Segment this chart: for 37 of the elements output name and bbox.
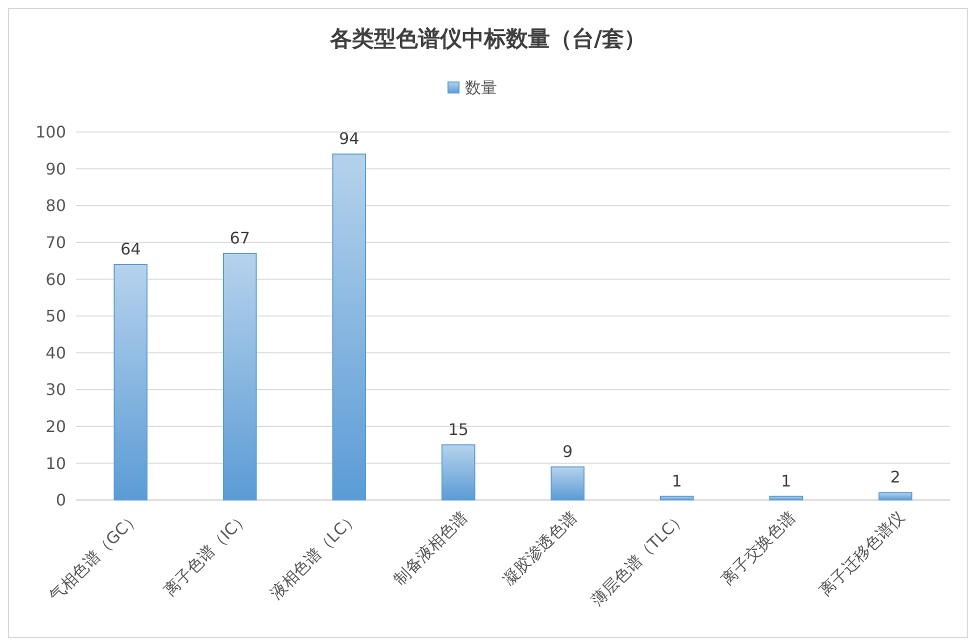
bar: [550, 466, 585, 500]
bar: [114, 264, 148, 500]
data-label: 2: [890, 468, 900, 487]
y-tick-label: 20: [46, 417, 66, 436]
y-tick-label: 80: [46, 196, 66, 216]
y-tick-label: 50: [46, 306, 66, 326]
data-label: 15: [448, 420, 469, 439]
x-tick-label: 离子迁移色谱仪: [816, 507, 908, 600]
x-tick-label: 液相色谱（LC）: [266, 507, 362, 603]
legend-label: 数量: [465, 78, 497, 97]
x-tick-label: 凝胶渗透色谱: [499, 507, 580, 589]
data-label: 64: [120, 239, 141, 258]
y-tick-label: 30: [46, 380, 66, 400]
x-tick-label: 薄层色谱（TLC）: [587, 507, 690, 610]
data-label: 9: [562, 442, 573, 461]
x-tick-label: 离子色谱（IC）: [160, 507, 253, 600]
bar: [222, 252, 257, 500]
chart-title: 各类型色谱仪中标数量（台/套）: [328, 26, 646, 52]
y-tick-label: 60: [46, 270, 66, 289]
data-label: 67: [230, 228, 250, 248]
data-label: 94: [338, 129, 360, 148]
bar: [660, 496, 694, 500]
y-tick-label: 70: [46, 233, 66, 252]
bar: [878, 492, 912, 500]
bar: [441, 444, 476, 500]
x-tick-label: 离子交换色谱: [718, 507, 799, 589]
x-tick-label: 制备液相色谱: [390, 507, 472, 589]
y-tick-label: 40: [46, 343, 66, 362]
y-tick-label: 0: [56, 490, 66, 510]
y-tick-label: 10: [46, 454, 66, 473]
data-label: 1: [672, 471, 682, 490]
x-tick-label: 气相色谱（GC）: [45, 507, 144, 606]
y-tick-label: 90: [46, 159, 66, 178]
y-tick-label: 100: [35, 122, 66, 142]
bar: [769, 496, 804, 500]
bar: [332, 154, 366, 500]
data-label: 1: [781, 471, 792, 490]
